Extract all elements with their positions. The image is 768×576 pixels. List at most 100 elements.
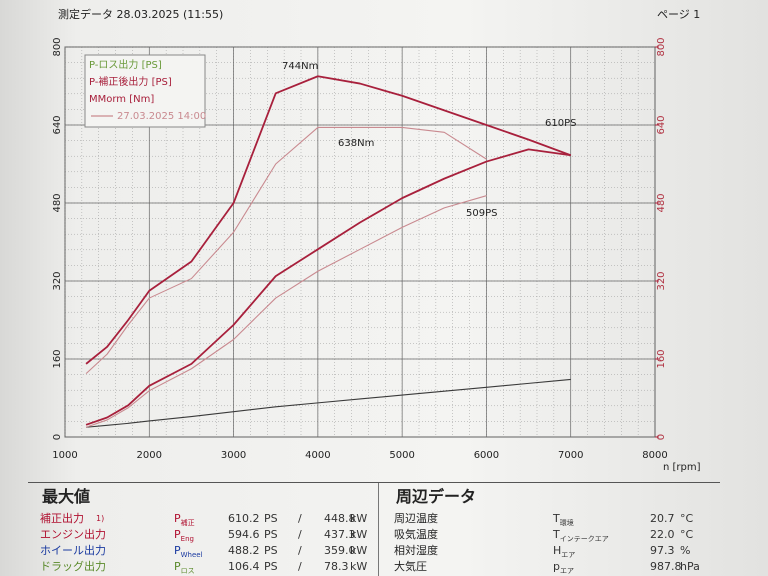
unit-kw: kW bbox=[350, 560, 368, 573]
y2-tick-label: 320 bbox=[656, 271, 667, 290]
symbol: PWheel bbox=[174, 544, 203, 560]
header-title: 測定データ 28.03.2025 (11:55) bbox=[58, 8, 224, 21]
symbol: P補正 bbox=[174, 512, 195, 528]
divider bbox=[378, 483, 379, 576]
env-row: 周辺温度 T環境 20.7 °C bbox=[378, 511, 718, 527]
max-row: エンジン出力 PEng 594.6 PS / 437.3 kW bbox=[28, 527, 378, 543]
y-tick-label: 320 bbox=[52, 271, 63, 290]
legend-box bbox=[84, 54, 206, 128]
value: 987.8 bbox=[650, 560, 682, 573]
symbol: Hエア bbox=[553, 544, 576, 560]
x-tick-label: 4000 bbox=[305, 450, 330, 461]
max-row: 補正出力 1) P補正 610.2 PS / 448.8 kW bbox=[28, 511, 378, 527]
symbol: PEng bbox=[174, 528, 194, 544]
legend-label: P-補正後出力 [PS] bbox=[89, 75, 172, 88]
series-line bbox=[85, 126, 487, 375]
unit: hPa bbox=[680, 560, 700, 573]
unit-ps: PS bbox=[264, 560, 278, 573]
summary-table: 最大値 周辺データ 補正出力 1) P補正 610.2 PS/448.8 kW エンジン出力… bbox=[28, 482, 720, 576]
unit-ps: PS bbox=[264, 512, 278, 525]
sep: / bbox=[298, 528, 302, 541]
value-kw: 448.8 bbox=[324, 512, 356, 525]
value: 22.0 bbox=[650, 528, 675, 541]
value-kw: 437.3 bbox=[324, 528, 356, 541]
x-tick-label: 6000 bbox=[474, 450, 499, 461]
legend-label: 27.03.2025 14:00 bbox=[117, 111, 206, 122]
value-ps: 594.6 bbox=[228, 528, 260, 541]
row-label: 補正出力 bbox=[40, 512, 84, 525]
y-tick-label: 0 bbox=[52, 434, 63, 440]
unit-kw: kW bbox=[350, 528, 368, 541]
note: 1) bbox=[96, 514, 105, 523]
annotation: 744Nm bbox=[282, 61, 318, 72]
y-tick-label: 640 bbox=[52, 115, 63, 134]
annotation: 638Nm bbox=[338, 138, 374, 149]
env-row: 大気圧 pエア 987.8 hPa bbox=[378, 559, 718, 575]
unit-kw: kW bbox=[350, 512, 368, 525]
sep: / bbox=[298, 560, 302, 573]
env-row: 吸気温度 Tインテークエア 22.0 °C bbox=[378, 527, 718, 543]
env-row: 相対湿度 Hエア 97.3% bbox=[378, 543, 718, 559]
symbol-sub: ロス bbox=[180, 567, 195, 576]
value-ps: 488.2 bbox=[228, 544, 260, 557]
row-label: エンジン出力 bbox=[40, 528, 106, 541]
x-tick-label: 7000 bbox=[558, 450, 583, 461]
annotation: 509PS bbox=[466, 208, 497, 219]
max-title: 最大値 bbox=[42, 487, 91, 506]
symbol-sub: エア bbox=[561, 551, 576, 560]
value-kw: 359.0 bbox=[324, 544, 356, 557]
y2-tick-label: 480 bbox=[656, 193, 667, 212]
symbol-sub: Wheel bbox=[180, 551, 203, 560]
unit-ps: PS bbox=[264, 544, 278, 557]
sep: / bbox=[298, 544, 302, 557]
y2-tick-label: 640 bbox=[656, 115, 667, 134]
row-label: 大気圧 bbox=[394, 560, 427, 573]
symbol: Tインテークエア bbox=[553, 528, 609, 544]
series-line bbox=[85, 195, 487, 428]
symbol: pエア bbox=[553, 560, 574, 576]
x-tick-label: 2000 bbox=[137, 450, 162, 461]
unit-ps: PS bbox=[264, 528, 278, 541]
value-kw: 78.3 bbox=[324, 560, 349, 573]
unit: °C bbox=[680, 512, 694, 525]
x-tick-label: 8000 bbox=[642, 450, 667, 461]
env-title: 周辺データ bbox=[396, 487, 477, 506]
header-page: ページ 1 bbox=[657, 8, 701, 21]
series-line bbox=[85, 75, 572, 365]
value: 97.3 bbox=[650, 544, 675, 557]
unit-kw: kW bbox=[350, 544, 368, 557]
x-tick-label: 3000 bbox=[221, 450, 246, 461]
symbol-sub: エア bbox=[559, 567, 574, 576]
value-ps: 106.4 bbox=[228, 560, 260, 573]
value: 20.7 bbox=[650, 512, 675, 525]
series-line bbox=[86, 378, 571, 428]
row-label: 吸気温度 bbox=[394, 528, 438, 541]
row-label: 周辺温度 bbox=[394, 512, 438, 525]
x-axis-label: n [rpm] bbox=[663, 462, 701, 473]
symbol-sub: インテークエア bbox=[559, 535, 609, 544]
symbol-sub: 補正 bbox=[180, 519, 195, 528]
sep: / bbox=[298, 512, 302, 525]
row-label: ドラッグ出力 bbox=[40, 560, 106, 573]
unit: % bbox=[680, 544, 691, 557]
unit: °C bbox=[680, 528, 694, 541]
y-tick-label: 800 bbox=[52, 37, 63, 56]
row-label: 相対湿度 bbox=[394, 544, 438, 557]
row-label: ホイール出力 bbox=[40, 544, 106, 557]
annotation: 610PS bbox=[545, 118, 576, 129]
x-tick-label: 5000 bbox=[389, 450, 414, 461]
symbol-sub: Eng bbox=[180, 535, 194, 544]
symbol-sub: 環境 bbox=[559, 519, 574, 528]
y-tick-label: 160 bbox=[52, 349, 63, 368]
y2-tick-label: 800 bbox=[656, 37, 667, 56]
symbol: Pロス bbox=[174, 560, 195, 576]
value-ps: 610.2 bbox=[228, 512, 260, 525]
y2-tick-label: 0 bbox=[656, 434, 667, 440]
series-line bbox=[85, 148, 571, 426]
legend-label: MMorm [Nm] bbox=[89, 94, 154, 105]
y2-tick-label: 160 bbox=[656, 349, 667, 368]
x-tick-label: 1000 bbox=[52, 450, 77, 461]
symbol: T環境 bbox=[553, 512, 574, 528]
